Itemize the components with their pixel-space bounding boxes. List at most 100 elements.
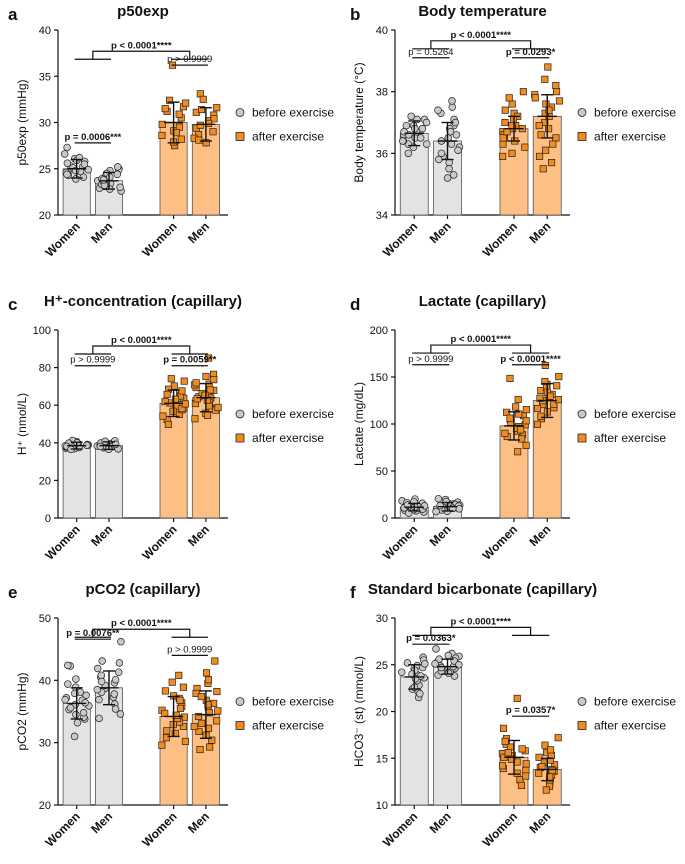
data-point-after (541, 361, 549, 369)
data-point-after (214, 707, 222, 715)
y-axis-label: pCO2 (mmHg) (15, 672, 29, 750)
data-point-after (503, 128, 511, 136)
panel-title: Standard bicarbonate (capillary) (368, 581, 597, 598)
data-point-after (536, 394, 544, 402)
data-point-after (197, 692, 205, 701)
data-point-before (444, 651, 453, 660)
data-point-after (182, 99, 190, 107)
data-point-after (158, 131, 166, 140)
panel-letter: b (350, 5, 360, 24)
x-tick-label: Women (42, 809, 82, 849)
data-point-after (522, 772, 530, 780)
y-tick-label: 40 (39, 675, 51, 687)
data-point-after (193, 395, 201, 403)
data-point-after (499, 140, 507, 148)
data-point-after (518, 745, 526, 753)
data-point-before (63, 143, 71, 152)
data-point-before (82, 691, 90, 700)
data-point-before (404, 149, 413, 158)
data-point-before (113, 170, 122, 179)
data-point-before (72, 710, 80, 719)
data-point-before (72, 175, 80, 183)
bar-before (399, 676, 429, 806)
data-point-after (167, 375, 175, 383)
panel-title: Lactate (capillary) (419, 293, 547, 310)
y-tick-label: 80 (39, 363, 51, 375)
data-point-before (398, 137, 407, 145)
y-tick-label: 40 (376, 25, 388, 37)
panel-title: p50exp (117, 3, 169, 20)
data-point-after (205, 402, 213, 410)
data-point-before (116, 710, 125, 718)
y-tick-label: 60 (39, 400, 51, 412)
data-point-before (431, 660, 439, 668)
y-tick-label: 38 (376, 87, 388, 99)
data-point-after (512, 403, 520, 411)
data-point-before (444, 669, 453, 677)
data-point-after (158, 741, 166, 749)
data-point-after (544, 63, 552, 71)
panel-letter: f (350, 583, 356, 602)
data-point-after (533, 420, 542, 428)
data-point-after (177, 135, 185, 143)
data-point-after (197, 105, 206, 114)
y-axis-label: Body temperature (°C) (352, 62, 366, 182)
legend-marker-before (235, 697, 245, 706)
x-tick-label: Men (427, 522, 454, 549)
data-point-after (214, 403, 222, 412)
data-point-before (432, 507, 440, 516)
data-point-after (514, 395, 522, 404)
data-point-before (443, 174, 452, 182)
data-point-before (80, 160, 89, 168)
legend-marker-after (235, 132, 245, 141)
data-point-after (171, 395, 180, 403)
data-point-after (522, 406, 530, 414)
data-point-after (552, 81, 560, 90)
data-point-after (158, 120, 166, 128)
data-point-after (541, 75, 549, 83)
data-point-before (418, 124, 427, 133)
data-point-before (423, 140, 431, 148)
data-point-after (535, 122, 543, 130)
data-point-before (111, 705, 120, 713)
p-value-label: p = 0.5264 (408, 47, 453, 58)
data-point-after (522, 417, 530, 425)
data-point-after (518, 435, 526, 443)
data-point-after (522, 760, 530, 768)
panel-title: Body temperature (418, 3, 546, 20)
x-tick-label: Men (185, 809, 212, 836)
data-point-before (97, 677, 106, 686)
data-point-after (192, 379, 200, 387)
data-point-after (196, 121, 204, 129)
y-tick-label: 36 (376, 148, 388, 160)
data-point-after (161, 709, 169, 717)
y-tick-label: 20 (376, 707, 388, 719)
legend-marker-before (577, 697, 587, 706)
data-point-after (552, 134, 560, 142)
y-tick-label: 100 (370, 419, 388, 431)
data-point-after (196, 745, 204, 754)
data-point-before (432, 645, 440, 653)
data-point-after (501, 737, 509, 745)
legend-label-after: after exercise (594, 719, 666, 733)
data-point-before (66, 704, 75, 712)
data-point-before (434, 494, 443, 503)
data-point-after (181, 737, 189, 745)
data-point-before (448, 103, 456, 111)
y-tick-label: 20 (39, 475, 51, 487)
p-value-label: p > 0.9999 (408, 354, 453, 365)
y-axis-label: p50exp (mmHg) (15, 79, 29, 165)
data-point-after (201, 391, 209, 399)
data-point-before (448, 97, 456, 105)
y-tick-label: 40 (39, 438, 51, 450)
data-point-after (195, 727, 203, 735)
legend-marker-before (577, 409, 587, 419)
x-tick-label: Men (527, 522, 554, 549)
y-tick-label: 50 (376, 466, 388, 478)
data-point-after (161, 398, 169, 406)
data-point-before (445, 158, 453, 167)
y-axis-label: H⁺ (nmol/L) (15, 393, 29, 455)
data-point-after (204, 676, 212, 684)
data-point-after (548, 766, 556, 774)
y-tick-label: 34 (376, 210, 388, 222)
